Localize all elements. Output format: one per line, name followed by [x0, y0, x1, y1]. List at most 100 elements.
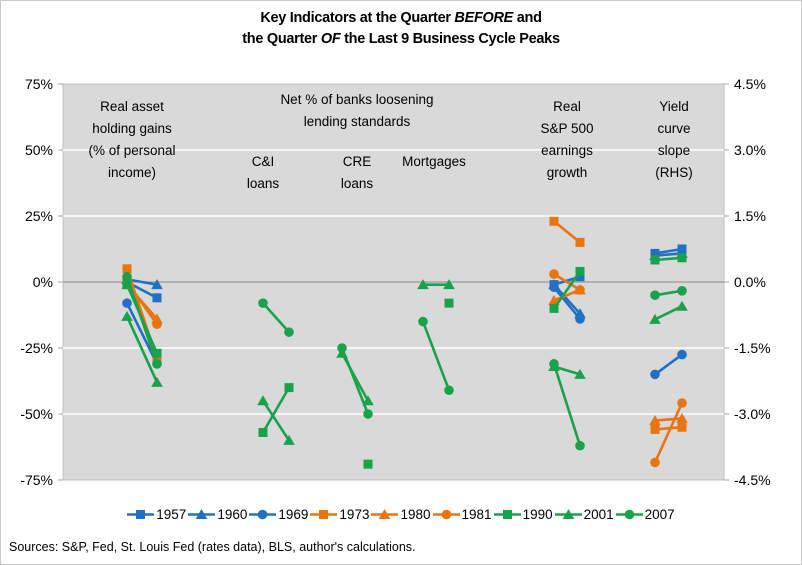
group-header-lending-standards: lending standards — [304, 114, 411, 129]
legend-item-1990: 1990 — [493, 507, 553, 522]
right-axis-label: -3.0% — [734, 406, 771, 422]
series-point-yield-curve-1973 — [650, 424, 660, 434]
series-point-asset-gains-1990 — [152, 348, 162, 358]
series-point-cre-loans-2007 — [337, 343, 347, 353]
series-point-sp500-earnings-2001 — [574, 368, 586, 379]
legend-year-label: 1980 — [400, 507, 431, 522]
series-line-yield-curve-1969 — [654, 353, 683, 376]
series-line-asset-gains-2001 — [125, 315, 159, 383]
series-point-mortgages-2001 — [443, 279, 455, 290]
series-point-asset-gains-1960 — [151, 279, 163, 290]
series-point-yield-curve-2001 — [676, 300, 688, 311]
legend-marker-circle — [249, 509, 277, 520]
series-point-yield-curve-1969 — [677, 349, 687, 360]
series-point-asset-gains-1973 — [122, 264, 132, 274]
series-point-mortgages-2007 — [444, 385, 454, 396]
series-line-sp500-earnings-2001 — [553, 365, 581, 376]
series-point-asset-gains-1981 — [152, 319, 162, 330]
series-point-yield-curve-1980 — [649, 415, 661, 426]
series-line-ci-loans-2001 — [261, 400, 291, 442]
series-line-asset-gains-1969 — [125, 302, 159, 365]
group-header-lending-standards: Net % of banks loosening — [280, 92, 433, 107]
legend-marker-square — [310, 510, 338, 519]
legend-item-1969: 1969 — [249, 507, 308, 522]
right-axis-label: 3.0% — [734, 142, 766, 158]
series-line-sp500-earnings-1960 — [553, 283, 581, 315]
legend-marker-circle — [432, 509, 460, 520]
series-line-sp500-earnings-1981 — [553, 272, 581, 292]
group-header-ci-loans: C&I — [252, 154, 275, 169]
series-point-sp500-earnings-1981 — [575, 285, 585, 295]
legend-year-label: 2007 — [644, 507, 675, 522]
group-header-yield-curve: curve — [657, 121, 690, 136]
series-point-ci-loans-2001 — [257, 395, 269, 406]
group-header-mortgages: Mortgages — [402, 154, 466, 169]
group-header-cre-loans: CRE — [343, 154, 372, 169]
series-point-sp500-earnings-2007 — [549, 359, 559, 369]
group-header-yield-curve: Yield — [659, 99, 689, 114]
series-point-yield-curve-1981 — [650, 457, 660, 468]
legend-item-1957: 1957 — [127, 507, 186, 522]
legend-marker-square — [493, 510, 521, 519]
legend-year-label: 2001 — [583, 507, 614, 522]
series-point-mortgages-2001 — [417, 279, 429, 290]
series-point-ci-loans-2007 — [258, 298, 268, 308]
group-header-asset-gains: holding gains — [92, 121, 172, 136]
legend-item-1980: 1980 — [371, 507, 431, 522]
legend-item-1960: 1960 — [188, 507, 247, 522]
chart-plot: 75% 4.5% 50% 3.0% 25% 1.5% 0% 0.0% -25% -1.5% -50%… — [20, 76, 771, 488]
right-axis-label: 0.0% — [734, 274, 766, 290]
legend-item-1981: 1981 — [432, 507, 492, 522]
group-header-sp500-earnings: growth — [547, 165, 588, 180]
right-axis-label: -4.5% — [734, 472, 771, 488]
series-line-yield-curve-1981 — [653, 402, 684, 463]
sources-note: Sources: S&P, Fed, St. Louis Fed (rates … — [9, 540, 416, 554]
series-point-ci-loans-2001 — [283, 434, 295, 445]
group-header-yield-curve: (RHS) — [655, 165, 693, 180]
left-axis-label: 0% — [33, 274, 53, 290]
series-line-sp500-earnings-1990 — [552, 270, 582, 310]
legend-year-label: 1981 — [461, 507, 492, 522]
legend-marker-square — [127, 510, 155, 519]
left-axis-label: -25% — [20, 340, 53, 356]
left-axis-label: -75% — [20, 472, 53, 488]
series-point-ci-loans-1990 — [258, 427, 268, 437]
series-point-yield-curve-1981 — [677, 398, 687, 408]
series-point-ci-loans-2007 — [284, 327, 294, 337]
series-point-yield-curve-2001 — [649, 313, 661, 324]
series-point-yield-curve-1990 — [677, 253, 687, 263]
left-axis-label: 50% — [25, 142, 53, 158]
legend-marker-triangle — [371, 509, 399, 519]
group-header-yield-curve: slope — [658, 143, 690, 158]
group-header-asset-gains: income) — [108, 165, 156, 180]
series-point-yield-curve-1969 — [650, 369, 660, 380]
legend-year-label: 1973 — [339, 507, 370, 522]
right-axis-label: -1.5% — [734, 340, 771, 356]
right-axis-label: 4.5% — [734, 76, 766, 92]
left-axis-label: 25% — [25, 208, 53, 224]
series-line-cre-loans-2007 — [340, 347, 370, 415]
right-axis-label: 1.5% — [734, 208, 766, 224]
series-point-sp500-earnings-1973 — [549, 216, 559, 226]
legend-year-label: 1969 — [278, 507, 309, 522]
legend-item-1973: 1973 — [310, 507, 369, 522]
series-point-ci-loans-1990 — [284, 383, 294, 393]
series-point-mortgages-2007 — [418, 316, 428, 327]
series-point-yield-curve-1980 — [676, 412, 688, 423]
chart-title-line1: Key Indicators at the Quarter BEFORE and — [260, 10, 542, 26]
group-header-sp500-earnings: S&P 500 — [540, 121, 593, 136]
legend-year-label: 1990 — [522, 507, 553, 522]
legend-marker-triangle — [188, 509, 216, 519]
series-line-ci-loans-1990 — [261, 386, 291, 434]
group-header-sp500-earnings: Real — [553, 99, 581, 114]
series-point-asset-gains-2001 — [121, 310, 133, 321]
series-line-asset-gains-2007 — [125, 276, 159, 365]
series-point-asset-gains-2007 — [152, 359, 162, 369]
series-line-yield-curve-1980 — [654, 417, 683, 422]
series-point-sp500-earnings-1973 — [575, 237, 585, 247]
left-axis-label: 75% — [25, 76, 53, 92]
series-point-yield-curve-1973 — [677, 422, 687, 432]
series-point-yield-curve-2007 — [677, 286, 687, 296]
chart-title-line2: the Quarter OF the Last 9 Business Cycle… — [242, 31, 560, 47]
